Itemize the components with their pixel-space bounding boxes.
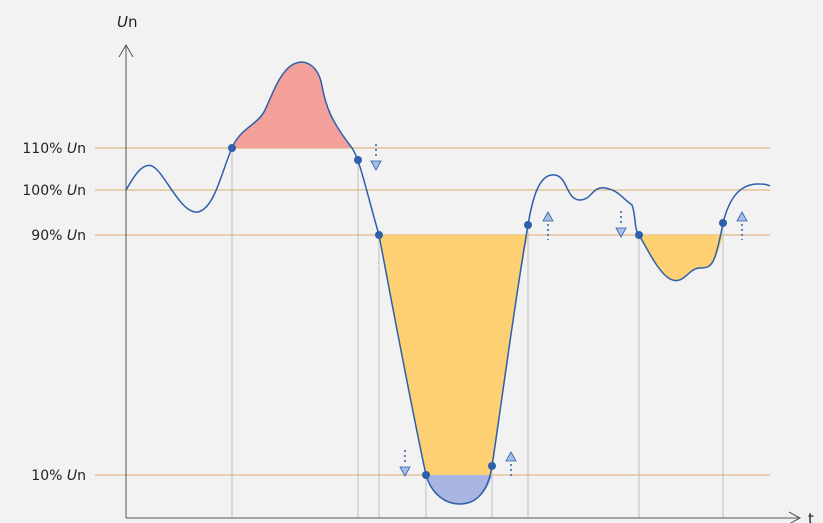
marker-dot — [228, 144, 236, 152]
marker-dot — [635, 231, 643, 239]
voltage-curve — [125, 61, 771, 505]
threshold-label-90: 90% Un — [31, 228, 86, 244]
marker-dot — [375, 231, 383, 239]
arrow-down-icon — [399, 450, 411, 477]
interruption-region — [426, 475, 492, 504]
marker-dot — [524, 221, 532, 229]
threshold-label-10: 10% Un — [31, 468, 86, 484]
marker-dot — [422, 471, 430, 479]
y-axis-arrowhead — [118, 44, 134, 58]
arrow-up-icon — [542, 211, 554, 240]
guide-lines — [231, 148, 724, 518]
threshold-label-110: 110% Un — [22, 141, 86, 157]
x-axis-title: t — [808, 510, 814, 523]
arrow-down-icon — [615, 211, 627, 238]
threshold-label-100: 100% Un — [22, 183, 86, 199]
axes — [118, 44, 802, 523]
threshold-labels: 110% Un 100% Un 90% Un 10% Un — [22, 141, 86, 484]
transition-markers — [228, 144, 727, 479]
y-axis-title: Un — [117, 13, 138, 31]
marker-dot — [719, 219, 727, 227]
x-axis-arrowhead — [788, 511, 802, 523]
voltage-dip-region — [379, 235, 528, 475]
arrow-up-icon — [736, 211, 748, 240]
arrow-down-icon — [370, 144, 382, 171]
arrow-up-icon — [505, 451, 517, 479]
marker-dot — [354, 156, 362, 164]
overvoltage-swell-region — [232, 62, 352, 149]
marker-dot — [488, 462, 496, 470]
